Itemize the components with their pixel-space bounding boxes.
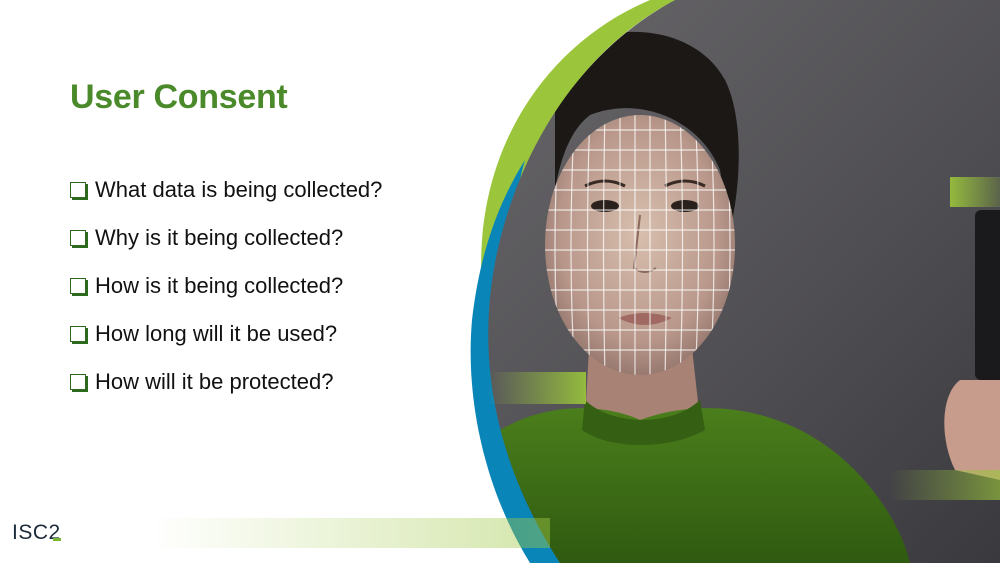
list-item: How is it being collected? [70, 262, 382, 310]
accent-bar-right-bottom [890, 470, 1000, 500]
bullet-text: What data is being collected? [95, 177, 383, 202]
accent-bar-left [488, 372, 586, 404]
bullet-text: Why is it being collected? [95, 225, 344, 250]
list-item: What data is being collected? [70, 166, 382, 214]
phone-icon [975, 210, 1000, 380]
accent-bar-right-top [950, 177, 1000, 207]
checkbox-icon [70, 230, 86, 246]
bullet-text: How will it be protected? [95, 369, 334, 394]
checkbox-icon [70, 278, 86, 294]
bullet-list: What data is being collected? Why is it … [70, 166, 382, 406]
list-item: How will it be protected? [70, 358, 382, 406]
list-item: Why is it being collected? [70, 214, 382, 262]
checkbox-icon [70, 182, 86, 198]
logo-accent-icon [53, 538, 61, 541]
checkbox-icon [70, 326, 86, 342]
list-item: How long will it be used? [70, 310, 382, 358]
checkbox-icon [70, 374, 86, 390]
isc2-logo: ISC2 [12, 521, 61, 545]
bullet-text: How is it being collected? [95, 273, 344, 298]
bottom-accent-bar [150, 518, 550, 548]
slide-title: User Consent [70, 78, 288, 116]
logo-text: ISC2 [12, 521, 61, 544]
bullet-text: How long will it be used? [95, 321, 338, 346]
